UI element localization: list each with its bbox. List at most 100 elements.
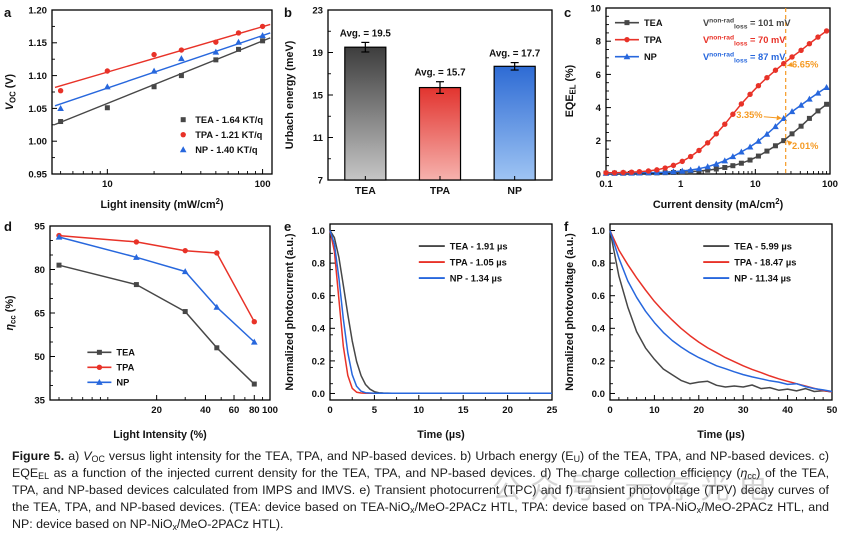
svg-text:a: a	[4, 5, 12, 20]
svg-text:0.2: 0.2	[312, 356, 325, 367]
svg-text:Normalized photocurrent (a.u.): Normalized photocurrent (a.u.)	[284, 233, 296, 391]
svg-text:Vnon-radloss = 70 mV: Vnon-radloss = 70 mV	[703, 35, 786, 48]
panel-a-voc-vs-light-intensity-chart: 0.95 1.00 1.05 1.10 1.15 1.20 10 100 Light inens…	[4, 5, 273, 211]
svg-text:11: 11	[313, 133, 324, 144]
svg-text:1.05: 1.05	[28, 104, 47, 115]
svg-text:1.15: 1.15	[28, 38, 47, 49]
svg-text:23: 23	[312, 5, 323, 16]
svg-text:25: 25	[547, 405, 558, 416]
svg-text:0.6: 0.6	[312, 291, 325, 302]
svg-text:1.0: 1.0	[312, 226, 325, 237]
svg-text:b: b	[284, 5, 292, 20]
svg-text:VOC (V): VOC (V)	[4, 73, 18, 110]
svg-text:60: 60	[229, 405, 240, 416]
panel-e-transient-photocurrent-chart: 0.0 0.2 0.4 0.6 0.8 1.0 0 5 10 15 20 25 Time (µs) Nor…	[284, 219, 558, 441]
svg-text:TEA: TEA	[644, 18, 663, 28]
svg-text:0.0: 0.0	[312, 389, 325, 400]
svg-text:40: 40	[200, 405, 211, 416]
svg-text:8: 8	[596, 37, 602, 48]
panel-f-transient-photovoltage-chart: 0.0 0.2 0.4 0.6 0.8 1.0 0 10 20 30 40 50 Time (µs) No…	[564, 219, 838, 441]
svg-text:10: 10	[750, 179, 761, 190]
svg-text:1.00: 1.00	[28, 137, 47, 148]
svg-text:Time (µs): Time (µs)	[417, 429, 465, 441]
svg-text:TPA: TPA	[430, 185, 451, 197]
svg-text:Current density (mA/cm2): Current density (mA/cm2)	[653, 197, 784, 211]
svg-text:Normalized photovoltage (a.u.): Normalized photovoltage (a.u.)	[564, 233, 576, 391]
svg-text:19: 19	[312, 48, 323, 59]
svg-text:f: f	[564, 219, 569, 234]
svg-text:Light Intensity (%): Light Intensity (%)	[113, 429, 207, 441]
svg-text:d: d	[4, 219, 12, 234]
svg-text:TPA: TPA	[116, 363, 134, 373]
svg-text:95: 95	[34, 221, 45, 232]
svg-text:100: 100	[262, 405, 278, 416]
svg-text:2: 2	[596, 136, 601, 147]
svg-text:6.65%: 6.65%	[792, 59, 819, 69]
svg-text:TEA: TEA	[116, 348, 135, 358]
svg-text:TPA - 1.21 KT/q: TPA - 1.21 KT/q	[195, 130, 262, 140]
svg-text:e: e	[284, 219, 291, 234]
svg-text:0.4: 0.4	[592, 324, 606, 335]
svg-text:10: 10	[649, 405, 660, 416]
panel-c-eqe-el-chart: 0 2 4 6 8 10 0.1 1 10 100 Current density (mA/cm2)…	[564, 3, 838, 211]
svg-text:15: 15	[458, 405, 469, 416]
svg-text:20: 20	[151, 405, 162, 416]
svg-text:NP: NP	[116, 378, 129, 388]
svg-text:100: 100	[822, 179, 838, 190]
svg-text:0.6: 0.6	[592, 291, 605, 302]
svg-text:35: 35	[34, 395, 45, 406]
svg-text:100: 100	[255, 179, 271, 190]
svg-text:Time (µs): Time (µs)	[697, 429, 745, 441]
svg-text:0.95: 0.95	[28, 169, 47, 180]
svg-text:NP: NP	[507, 185, 522, 197]
svg-text:0.4: 0.4	[312, 324, 326, 335]
svg-text:NP: NP	[644, 52, 657, 62]
svg-text:3.35%: 3.35%	[736, 110, 763, 120]
svg-text:0.8: 0.8	[312, 259, 326, 270]
svg-text:TEA - 5.99 µs: TEA - 5.99 µs	[734, 241, 792, 251]
svg-text:0: 0	[596, 169, 601, 180]
svg-text:80: 80	[249, 405, 260, 416]
svg-text:1.20: 1.20	[28, 5, 47, 16]
svg-text:0.2: 0.2	[592, 356, 605, 367]
svg-text:c: c	[564, 5, 571, 20]
svg-text:50: 50	[827, 405, 838, 416]
svg-text:Vnon-radloss = 101 mV: Vnon-radloss = 101 mV	[703, 18, 791, 31]
svg-text:6: 6	[596, 70, 601, 81]
svg-text:TEA - 1.64 KT/q: TEA - 1.64 KT/q	[195, 115, 263, 125]
svg-text:20: 20	[693, 405, 704, 416]
svg-text:80: 80	[34, 265, 45, 276]
svg-text:50: 50	[34, 352, 45, 363]
svg-text:1.0: 1.0	[592, 226, 605, 237]
svg-text:10: 10	[590, 3, 601, 14]
svg-text:TPA: TPA	[644, 35, 662, 45]
svg-text:Avg. = 19.5: Avg. = 19.5	[340, 28, 392, 39]
svg-text:7: 7	[318, 175, 323, 186]
svg-text:4: 4	[596, 103, 602, 114]
svg-text:20: 20	[502, 405, 513, 416]
svg-text:TEA - 1.91 µs: TEA - 1.91 µs	[450, 241, 508, 251]
svg-text:5: 5	[372, 405, 378, 416]
svg-text:TPA - 1.05 µs: TPA - 1.05 µs	[450, 257, 507, 267]
svg-text:10: 10	[102, 179, 113, 190]
svg-text:10: 10	[413, 405, 424, 416]
svg-text:40: 40	[782, 405, 793, 416]
svg-text:ηcc (%): ηcc (%)	[4, 295, 18, 330]
svg-text:NP - 11.34 µs: NP - 11.34 µs	[734, 273, 791, 283]
svg-text:0.0: 0.0	[592, 389, 605, 400]
svg-text:2.01%: 2.01%	[792, 141, 819, 151]
svg-text:0.8: 0.8	[592, 259, 606, 270]
svg-text:30: 30	[738, 405, 749, 416]
svg-text:Avg. = 17.7: Avg. = 17.7	[489, 49, 541, 60]
svg-text:0: 0	[327, 405, 332, 416]
svg-text:65: 65	[34, 308, 45, 319]
svg-text:0: 0	[607, 405, 612, 416]
svg-text:Avg. = 15.7: Avg. = 15.7	[414, 68, 466, 79]
figure-caption: Figure 5. a) VOC versus light intensity …	[12, 449, 830, 532]
svg-text:EQEEL (%): EQEEL (%)	[564, 64, 578, 117]
svg-text:0.1: 0.1	[599, 179, 613, 190]
svg-text:Light inensity (mW/cm2): Light inensity (mW/cm2)	[100, 197, 224, 211]
svg-text:TEA: TEA	[355, 185, 376, 197]
